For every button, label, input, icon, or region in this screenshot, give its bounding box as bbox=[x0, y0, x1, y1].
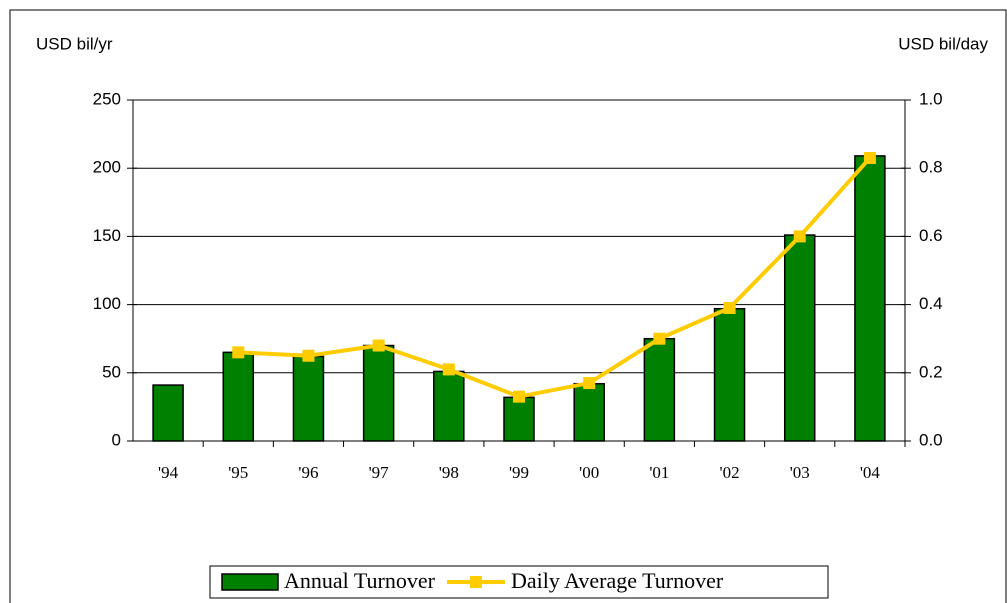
bar bbox=[713, 307, 746, 442]
y-tick-label: 250 bbox=[93, 89, 121, 108]
x-tick-label: '94 bbox=[158, 463, 179, 482]
chart-frame bbox=[9, 9, 1007, 603]
legend-swatch bbox=[221, 573, 279, 591]
y-tick-label: 0 bbox=[112, 430, 121, 449]
x-tick-label: '03 bbox=[790, 463, 810, 482]
y-tick-label: 150 bbox=[93, 226, 121, 245]
bar bbox=[292, 355, 325, 442]
line-marker bbox=[863, 151, 876, 164]
line-marker bbox=[442, 363, 455, 376]
y-tick-label: 100 bbox=[93, 294, 121, 313]
line-marker bbox=[793, 230, 806, 243]
y2-tick-label: 0.0 bbox=[919, 430, 943, 449]
line-marker bbox=[513, 390, 525, 403]
y2-tick-label: 0.2 bbox=[919, 362, 943, 381]
y-tick-label: 200 bbox=[93, 158, 121, 177]
bar bbox=[783, 234, 816, 442]
legend-swatch-marker bbox=[469, 576, 482, 588]
y2-tick-label: 0.4 bbox=[919, 294, 943, 313]
y2-tick-label: 0.6 bbox=[919, 226, 943, 245]
bar bbox=[362, 344, 395, 442]
y-axis-label: USD bil/yr bbox=[36, 34, 113, 53]
x-tick-label: '97 bbox=[369, 463, 390, 482]
bar bbox=[222, 351, 255, 442]
y2-tick-label: 0.8 bbox=[919, 158, 943, 177]
legend-box bbox=[209, 565, 829, 599]
line-marker bbox=[723, 302, 736, 315]
line-marker bbox=[653, 332, 666, 345]
line-marker bbox=[372, 339, 385, 352]
bar bbox=[643, 337, 676, 442]
x-tick-label: '02 bbox=[720, 463, 740, 482]
x-tick-label: '95 bbox=[228, 463, 248, 482]
bar bbox=[854, 155, 886, 442]
bar bbox=[433, 370, 465, 442]
y2-axis-label: USD bil/day bbox=[898, 34, 988, 53]
x-tick-label: '98 bbox=[439, 463, 459, 482]
x-tick-label: '04 bbox=[860, 463, 881, 482]
legend-label: Daily Average Turnover bbox=[511, 568, 724, 593]
line-marker bbox=[232, 346, 245, 359]
x-tick-label: '96 bbox=[298, 463, 318, 482]
legend-label: Annual Turnover bbox=[284, 568, 436, 593]
x-tick-label: '99 bbox=[509, 463, 529, 482]
line-marker bbox=[302, 349, 315, 362]
line-marker bbox=[583, 377, 596, 390]
x-tick-label: '00 bbox=[579, 463, 599, 482]
y-tick-label: 50 bbox=[102, 362, 121, 381]
bar bbox=[503, 396, 535, 442]
x-tick-label: '01 bbox=[649, 463, 669, 482]
line bbox=[238, 156, 872, 399]
y2-tick-label: 1.0 bbox=[919, 89, 943, 108]
bar bbox=[573, 382, 605, 442]
bar bbox=[152, 384, 184, 442]
